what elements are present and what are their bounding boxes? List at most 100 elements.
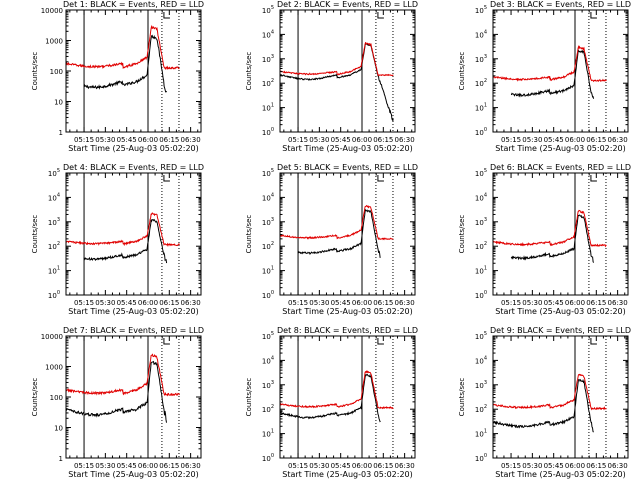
x-tick-label: 06:00 xyxy=(565,136,585,144)
series-lld xyxy=(280,41,394,77)
x-tick-label: 06:15 xyxy=(586,299,606,307)
x-tick-label: 06:15 xyxy=(373,462,393,470)
y-tick-label: 103 xyxy=(262,217,274,227)
y-tick-label: 102 xyxy=(475,241,487,251)
x-tick-label: 05:15 xyxy=(288,462,308,470)
y-tick-label: 103 xyxy=(475,380,487,390)
x-tick-label: 05:30 xyxy=(522,462,542,470)
y-tick-label: 101 xyxy=(48,266,60,276)
y-tick-label: 100 xyxy=(262,453,274,463)
x-tick-label: 06:30 xyxy=(181,299,201,307)
x-tick-label: 05:45 xyxy=(117,299,137,307)
y-tick-label: 103 xyxy=(262,380,274,390)
y-tick-label: 104 xyxy=(475,192,487,202)
y-tick-label: 103 xyxy=(262,54,274,64)
y-tick-label: 102 xyxy=(475,78,487,88)
y-tick-label: 100 xyxy=(262,127,274,137)
x-axis-label: Start Time (25-Aug-03 05:02:20) xyxy=(495,307,626,316)
series-lld xyxy=(493,373,607,411)
series-lld xyxy=(280,204,394,241)
x-tick-label: 06:00 xyxy=(138,462,158,470)
x-tick-label: 05:15 xyxy=(501,299,521,307)
y-tick-label: 104 xyxy=(262,29,274,39)
y-tick-label: 101 xyxy=(475,266,487,276)
x-tick-label: 05:15 xyxy=(74,299,94,307)
y-tick-label: 10 xyxy=(54,425,63,433)
x-tick-label: 06:15 xyxy=(586,136,606,144)
series-lld xyxy=(66,24,180,70)
x-tick-label: 05:45 xyxy=(331,136,351,144)
x-axis-label: Start Time (25-Aug-03 05:02:20) xyxy=(68,470,199,479)
panel-det1: Det 1: BLACK = Events, RED = LLD 1 10 100 10… xyxy=(31,0,204,153)
x-tick-label: 06:00 xyxy=(352,462,372,470)
y-tick-label: 102 xyxy=(475,404,487,414)
range-bracket-marker xyxy=(590,175,597,182)
x-tick-label: 05:45 xyxy=(331,299,351,307)
panel-det3: Det 3: BLACK = Events, RED = LLD 100 101 10… xyxy=(458,0,631,153)
y-tick-label: 102 xyxy=(262,78,274,88)
x-tick-label: 06:30 xyxy=(395,299,415,307)
x-tick-label: 05:30 xyxy=(522,299,542,307)
y-tick-label: 100 xyxy=(475,290,487,300)
y-tick-label: 100 xyxy=(50,394,63,402)
x-tick-label: 06:15 xyxy=(586,462,606,470)
series-events xyxy=(510,214,595,263)
x-tick-label: 05:30 xyxy=(309,462,329,470)
range-bracket-marker xyxy=(377,338,384,345)
y-tick-label: 100 xyxy=(48,290,60,300)
x-tick-label: 06:00 xyxy=(565,462,585,470)
x-tick-label: 06:00 xyxy=(138,136,158,144)
x-tick-label: 06:00 xyxy=(352,136,372,144)
panel-title: Det 6: BLACK = Events, RED = LLD xyxy=(490,163,631,172)
x-tick-label: 06:30 xyxy=(395,136,415,144)
x-tick-label: 05:30 xyxy=(95,299,115,307)
x-tick-label: 05:30 xyxy=(309,136,329,144)
x-tick-label: 05:45 xyxy=(117,462,137,470)
y-axis-label: Counts/sec xyxy=(31,215,39,254)
x-tick-label: 06:15 xyxy=(159,299,179,307)
y-tick-label: 105 xyxy=(262,168,274,178)
series-events xyxy=(83,218,168,264)
y-tick-label: 105 xyxy=(262,331,274,341)
range-bracket-marker xyxy=(377,12,384,19)
range-bracket-marker xyxy=(163,175,170,182)
panel-title: Det 3: BLACK = Events, RED = LLD xyxy=(490,0,631,9)
panel-title: Det 9: BLACK = Events, RED = LLD xyxy=(490,326,631,335)
range-bracket-marker xyxy=(163,12,170,19)
y-tick-label: 105 xyxy=(475,5,487,15)
y-tick-label: 101 xyxy=(262,429,274,439)
y-tick-label: 10000 xyxy=(41,333,63,341)
y-tick-label: 1000 xyxy=(45,364,63,372)
x-tick-label: 05:45 xyxy=(544,462,564,470)
y-tick-label: 1 xyxy=(59,129,63,137)
x-tick-label: 05:15 xyxy=(501,136,521,144)
x-tick-label: 06:00 xyxy=(138,299,158,307)
y-tick-label: 104 xyxy=(262,355,274,365)
x-tick-label: 06:30 xyxy=(181,462,201,470)
range-bracket-marker xyxy=(590,338,597,345)
x-tick-label: 06:00 xyxy=(352,299,372,307)
x-tick-label: 05:15 xyxy=(288,299,308,307)
panel-det7: Det 7: BLACK = Events, RED = LLD 1 10 100 10… xyxy=(31,326,204,479)
y-tick-label: 105 xyxy=(262,5,274,15)
y-axis-label: Counts/sec xyxy=(458,378,466,417)
y-axis-label: Counts/sec xyxy=(245,378,253,417)
series-events xyxy=(493,378,594,433)
series-events xyxy=(297,209,381,258)
range-bracket-marker xyxy=(377,175,384,182)
series-events xyxy=(66,360,167,423)
series-events xyxy=(280,373,381,423)
x-tick-label: 06:15 xyxy=(373,299,393,307)
y-tick-label: 10000 xyxy=(41,7,63,15)
y-tick-label: 104 xyxy=(48,192,60,202)
x-tick-label: 06:30 xyxy=(608,136,628,144)
x-tick-label: 06:30 xyxy=(181,136,201,144)
y-tick-label: 102 xyxy=(262,404,274,414)
panel-title: Det 4: BLACK = Events, RED = LLD xyxy=(63,163,204,172)
panel-title: Det 8: BLACK = Events, RED = LLD xyxy=(277,326,418,335)
panel-title: Det 1: BLACK = Events, RED = LLD xyxy=(63,0,204,9)
x-tick-label: 06:15 xyxy=(373,136,393,144)
y-axis-label: Counts/sec xyxy=(31,52,39,91)
panel-det5: Det 5: BLACK = Events, RED = LLD 100 101 10… xyxy=(245,163,418,316)
